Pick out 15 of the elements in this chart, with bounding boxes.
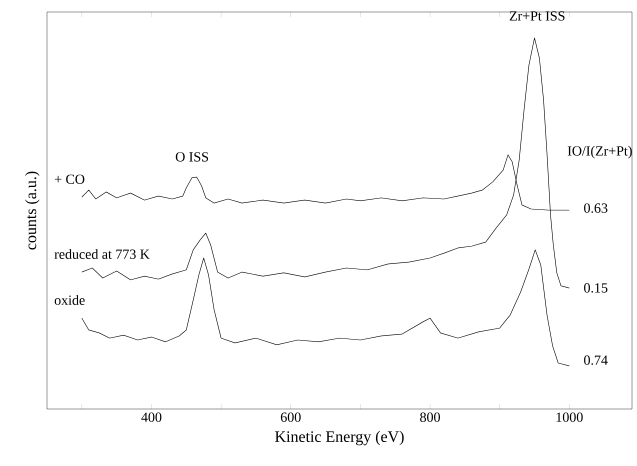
x-tick-label: 600 <box>280 412 301 422</box>
x-axis-title: Kinetic Energy (eV) <box>275 430 404 446</box>
annotation: 0.15 <box>584 283 608 293</box>
series-label: + CO <box>54 174 84 184</box>
annotation: 0.74 <box>584 355 608 365</box>
series-label: oxide <box>54 295 85 305</box>
annotation: O ISS <box>176 152 208 162</box>
x-tick-label: 800 <box>420 412 440 422</box>
annotation: IO/I(Zr+Pt) <box>568 146 632 158</box>
text: Zr+Pt ISS <box>510 11 565 21</box>
x-tick-label: 1000 <box>556 412 583 422</box>
y-axis-title: counts (a.u.) <box>25 172 40 250</box>
series-label: reduced at 773 K <box>54 249 150 259</box>
x-tick-label: 400 <box>141 412 162 422</box>
annotation: 0.63 <box>584 203 608 213</box>
